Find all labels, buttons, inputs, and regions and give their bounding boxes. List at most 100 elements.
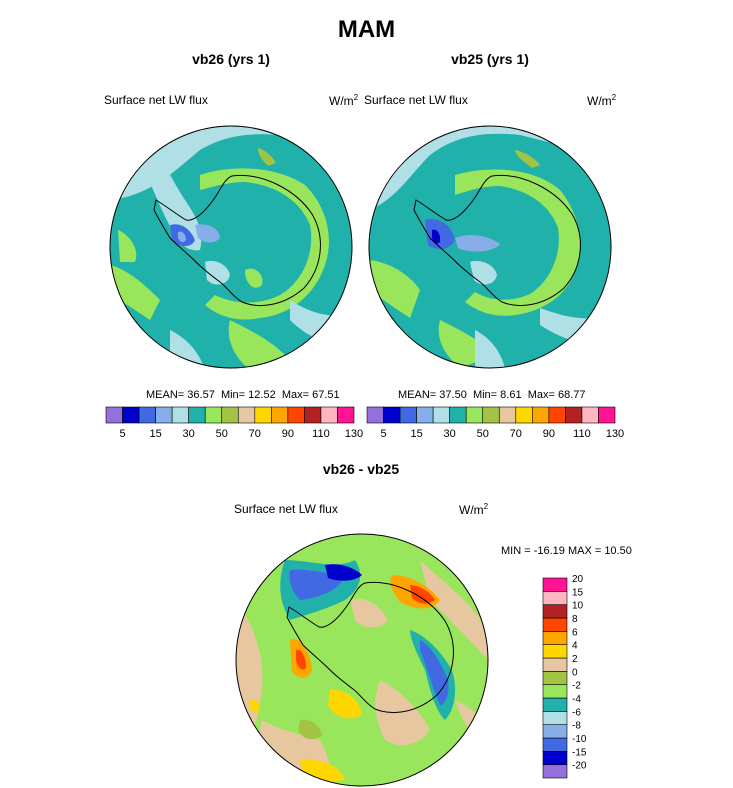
colorbar-tick-label: 15 xyxy=(149,428,161,440)
panel-title-vb25: vb25 (yrs 1) xyxy=(451,51,529,67)
colorbar-tick-label: -15 xyxy=(572,747,587,758)
units-label-vb26: W/m2 xyxy=(329,93,359,108)
colorbar-tick-label: 5 xyxy=(380,428,386,440)
colorbar-tick-label: 20 xyxy=(572,574,584,585)
colorbar-box xyxy=(598,406,616,424)
colorbar-tick-label: -20 xyxy=(572,761,587,772)
colorbar-box xyxy=(287,406,305,424)
colorbar-box xyxy=(188,406,206,424)
colorbar-tick-label: -6 xyxy=(572,707,581,718)
colorbar-box xyxy=(542,737,568,752)
colorbar-box xyxy=(320,406,338,424)
map-vb25 xyxy=(368,125,612,369)
colorbar-box xyxy=(465,406,484,424)
coastline xyxy=(413,174,581,306)
colorbar-tick-label: 110 xyxy=(312,428,330,440)
colorbar-box xyxy=(271,406,289,424)
colorbar-tick-label: 4 xyxy=(572,641,578,652)
colorbar-box xyxy=(532,406,550,424)
colorbar-tick-label: 15 xyxy=(410,428,422,440)
variable-label-diff: Surface net LW flux xyxy=(234,502,338,516)
coastline xyxy=(153,174,321,306)
colorbar-box xyxy=(416,406,434,424)
min-value: 8.61 xyxy=(500,389,522,401)
colorbar-box xyxy=(432,406,450,424)
min-label: Min= xyxy=(220,389,246,401)
colorbar-tick-label: 90 xyxy=(282,428,294,440)
max-value: 67.51 xyxy=(312,389,340,401)
colorbar-tick-label: 70 xyxy=(510,428,522,440)
colorbar-vb25: 5 15 30 50 70 90 110 130 xyxy=(366,406,624,440)
colorbar-tick-label: 30 xyxy=(183,428,195,440)
colorbar-box xyxy=(542,631,568,645)
colorbar-box xyxy=(515,406,533,424)
colorbar-box xyxy=(366,406,384,424)
colorbar-box xyxy=(542,751,568,765)
colorbar-box xyxy=(304,406,322,424)
colorbar-box xyxy=(542,724,568,739)
colorbar-box xyxy=(542,671,568,685)
colorbar-tick-label: 90 xyxy=(543,428,555,440)
colorbar-box xyxy=(498,406,517,424)
map-vb26 xyxy=(109,125,353,369)
colorbar-box xyxy=(138,406,156,424)
variable-label-vb26: Surface net LW flux xyxy=(104,93,208,107)
colorbar-box xyxy=(155,406,173,424)
map-border xyxy=(109,125,353,369)
colorbar-box xyxy=(105,406,123,424)
colorbar-box xyxy=(542,764,568,779)
mean-value: 36.57 xyxy=(187,389,215,401)
season-title: MAM xyxy=(337,16,396,43)
max-label: Max= xyxy=(281,389,310,401)
panel-title-diff: vb26 - vb25 xyxy=(322,461,400,477)
colorbar-tick-label: -2 xyxy=(572,681,581,692)
colorbar-box xyxy=(171,406,189,424)
colorbar-box xyxy=(337,406,355,424)
colorbar-vb26: 5 15 30 50 70 90 110 130 xyxy=(105,406,363,440)
min-label: Min= xyxy=(472,389,498,401)
minmax-diff: MIN = -16.19 MAX = 10.50 xyxy=(501,545,632,557)
map-diff xyxy=(235,533,489,787)
stats-vb25: MEAN= 37.50 Min= 8.61 Max= 68.77 xyxy=(398,389,586,401)
colorbar-box xyxy=(237,406,256,424)
colorbar-tick-label: 8 xyxy=(572,614,578,625)
colorbar-tick-label: 5 xyxy=(119,428,125,440)
colorbar-tick-label: 10 xyxy=(572,601,584,612)
mean-value: 37.50 xyxy=(439,389,467,401)
max-label: Max= xyxy=(527,389,555,401)
colorbar-box xyxy=(221,406,239,424)
colorbar-box xyxy=(482,406,500,424)
colorbar-tick-label: 110 xyxy=(573,428,591,440)
colorbar-tick-label: 15 xyxy=(572,587,584,598)
colorbar-tick-label: 0 xyxy=(572,667,578,678)
colorbar-box xyxy=(581,406,599,424)
colorbar-tick-label: -10 xyxy=(572,734,587,745)
max-value: 68.77 xyxy=(557,389,586,401)
colorbar-box xyxy=(565,406,583,424)
mean-label: MEAN= xyxy=(398,389,437,401)
map-border xyxy=(235,533,489,787)
colorbar-box xyxy=(449,406,467,424)
colorbar-tick-label: 50 xyxy=(216,428,228,440)
map-border xyxy=(368,125,612,369)
colorbar-box xyxy=(542,711,568,725)
min-value: 12.52 xyxy=(248,389,276,401)
colorbar-box xyxy=(542,591,568,605)
mean-label: MEAN= xyxy=(146,389,185,401)
colorbar-tick-label: 130 xyxy=(345,428,363,440)
colorbar-box xyxy=(542,617,568,632)
colorbar-box xyxy=(542,604,568,619)
colorbar-tick-label: 70 xyxy=(249,428,261,440)
colorbar-tick-label: 30 xyxy=(444,428,456,440)
colorbar-tick-label: 6 xyxy=(572,627,578,638)
colorbar-box xyxy=(542,697,568,712)
colorbar-box xyxy=(204,406,223,424)
colorbar-box xyxy=(548,406,566,424)
units-label-vb25: W/m2 xyxy=(587,93,617,108)
colorbar-box xyxy=(254,406,272,424)
coastline xyxy=(286,581,454,713)
colorbar-box xyxy=(542,657,568,672)
colorbar-box xyxy=(399,406,417,424)
